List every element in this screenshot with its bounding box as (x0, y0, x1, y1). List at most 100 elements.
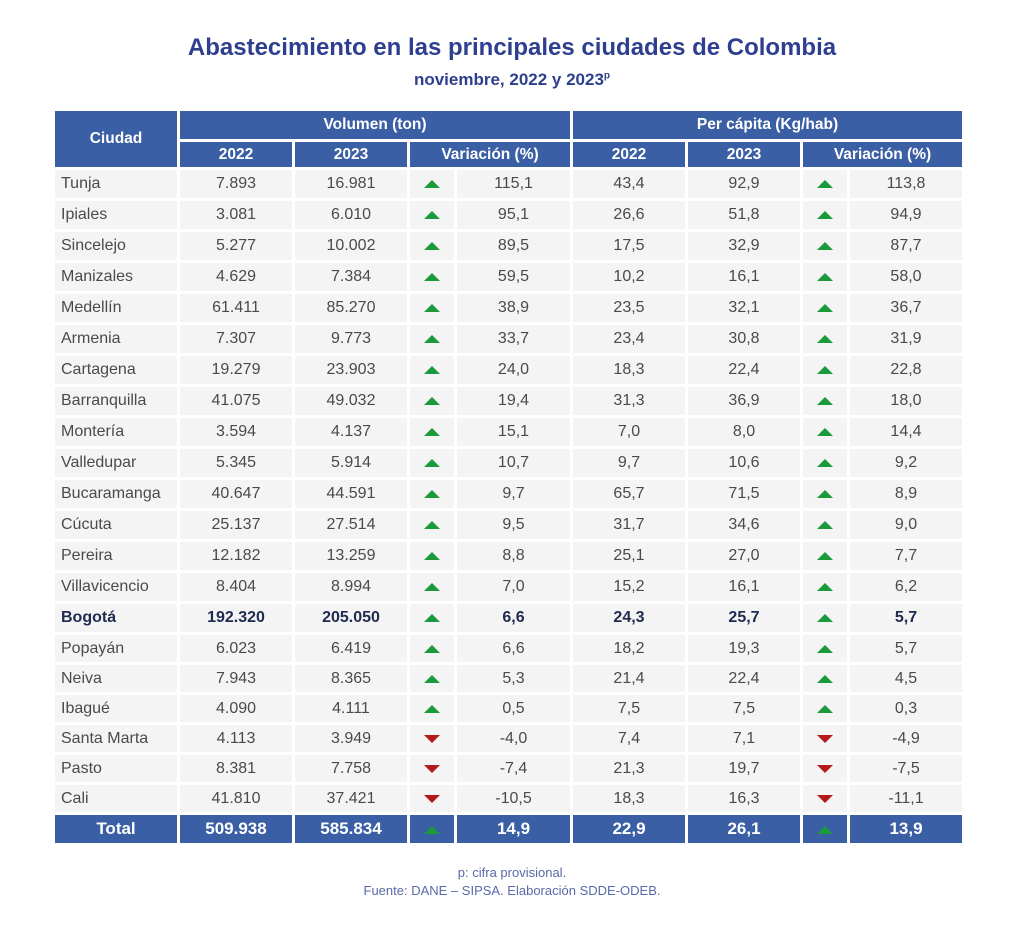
cell-vol-variation: 38,9 (457, 294, 570, 322)
cell-pc-2023: 19,7 (688, 755, 800, 782)
cell-pc-variation: -7,5 (850, 755, 962, 782)
triangle-up-icon (817, 704, 833, 713)
cell-pc-variation: 8,9 (850, 480, 962, 508)
cell-pc-2022: 9,7 (573, 449, 685, 477)
triangle-up-icon (424, 180, 440, 188)
cell-vol-variation: 59,5 (457, 263, 570, 291)
cell-vol-variation: 9,5 (457, 511, 570, 539)
cell-pc-2023: 26,1 (688, 815, 800, 843)
arrow-up-icon (410, 573, 454, 601)
arrow-up-icon (803, 263, 847, 291)
triangle-up-icon (817, 366, 833, 374)
triangle-up-icon (817, 335, 833, 343)
cell-pc-2023: 16,1 (688, 573, 800, 601)
cell-pc-2022: 25,1 (573, 542, 685, 570)
arrow-up-icon (410, 604, 454, 632)
table-row: Ibagué 4.090 4.111 0,5 7,5 7,5 0,3 (55, 695, 962, 722)
header-pc-2023: 2023 (688, 142, 800, 167)
cell-pc-2022: 31,7 (573, 511, 685, 539)
cell-city: Cartagena (55, 356, 177, 384)
supply-table: Ciudad Volumen (ton) Per cápita (Kg/hab)… (52, 108, 965, 846)
arrow-up-icon (803, 480, 847, 508)
table-row: Tunja 7.893 16.981 115,1 43,4 92,9 113,8 (55, 170, 962, 198)
cell-vol-2022: 12.182 (180, 542, 292, 570)
cell-vol-2022: 25.137 (180, 511, 292, 539)
cell-pc-variation: -4,9 (850, 725, 962, 752)
arrow-up-icon (410, 418, 454, 446)
triangle-up-icon (424, 674, 440, 683)
arrow-up-icon (803, 511, 847, 539)
triangle-up-icon (817, 397, 833, 405)
cell-pc-2023: 32,1 (688, 294, 800, 322)
table-row: Sincelejo 5.277 10.002 89,5 17,5 32,9 87,7 (55, 232, 962, 260)
cell-city: Cali (55, 785, 177, 812)
triangle-up-icon (817, 459, 833, 467)
cell-vol-2022: 192.320 (180, 604, 292, 632)
cell-city: Armenia (55, 325, 177, 353)
triangle-up-icon (424, 242, 440, 250)
cell-vol-variation: 5,3 (457, 665, 570, 692)
table-row: Medellín 61.411 85.270 38,9 23,5 32,1 36,7 (55, 294, 962, 322)
triangle-up-icon (817, 273, 833, 281)
cell-vol-variation: 89,5 (457, 232, 570, 260)
cell-pc-variation: 4,5 (850, 665, 962, 692)
cell-city: Ibagué (55, 695, 177, 722)
page-title: Abastecimiento en las principales ciudad… (187, 34, 837, 61)
cell-pc-2023: 30,8 (688, 325, 800, 353)
cell-pc-variation: 14,4 (850, 418, 962, 446)
triangle-up-icon (424, 490, 440, 498)
arrow-up-icon (803, 294, 847, 322)
header-vol-variation: Variación (%) (410, 142, 570, 167)
arrow-up-icon (803, 325, 847, 353)
arrow-up-icon (410, 325, 454, 353)
cell-city: Total (55, 815, 177, 843)
cell-pc-variation: 9,0 (850, 511, 962, 539)
triangle-up-icon (424, 304, 440, 312)
cell-pc-variation: 87,7 (850, 232, 962, 260)
cell-vol-2023: 205.050 (295, 604, 407, 632)
cell-pc-variation: -11,1 (850, 785, 962, 812)
cell-vol-variation: 8,8 (457, 542, 570, 570)
triangle-up-icon (424, 583, 440, 591)
cell-vol-variation: 6,6 (457, 635, 570, 662)
cell-pc-2023: 7,1 (688, 725, 800, 752)
triangle-up-icon (817, 490, 833, 498)
cell-vol-variation: 95,1 (457, 201, 570, 229)
triangle-up-icon (817, 242, 833, 250)
cell-pc-2022: 17,5 (573, 232, 685, 260)
arrow-up-icon (803, 573, 847, 601)
cell-pc-variation: 31,9 (850, 325, 962, 353)
triangle-up-icon (817, 552, 833, 560)
cell-vol-2022: 4.629 (180, 263, 292, 291)
cell-pc-2023: 8,0 (688, 418, 800, 446)
triangle-up-icon (424, 826, 440, 834)
cell-pc-2022: 43,4 (573, 170, 685, 198)
cell-vol-2023: 8.994 (295, 573, 407, 601)
arrow-down-icon (410, 755, 454, 782)
arrow-up-icon (803, 356, 847, 384)
cell-pc-2022: 21,4 (573, 665, 685, 692)
arrow-up-icon (410, 511, 454, 539)
cell-pc-variation: 5,7 (850, 635, 962, 662)
header-vol-2022: 2022 (180, 142, 292, 167)
cell-vol-2023: 6.419 (295, 635, 407, 662)
arrow-down-icon (410, 785, 454, 812)
cell-vol-2023: 85.270 (295, 294, 407, 322)
cell-pc-variation: 9,2 (850, 449, 962, 477)
cell-pc-variation: 7,7 (850, 542, 962, 570)
triangle-up-icon (424, 397, 440, 405)
cell-pc-2023: 34,6 (688, 511, 800, 539)
cell-pc-2022: 7,4 (573, 725, 685, 752)
cell-pc-2022: 18,2 (573, 635, 685, 662)
cell-pc-variation: 36,7 (850, 294, 962, 322)
cell-pc-2022: 7,5 (573, 695, 685, 722)
arrow-up-icon (803, 449, 847, 477)
cell-vol-2023: 6.010 (295, 201, 407, 229)
table-row: Santa Marta 4.113 3.949 -4,0 7,4 7,1 -4,9 (55, 725, 962, 752)
cell-vol-2023: 7.758 (295, 755, 407, 782)
source-note: Fuente: DANE – SIPSA. Elaboración SDDE-O… (363, 883, 661, 898)
cell-pc-2023: 16,3 (688, 785, 800, 812)
cell-pc-variation: 94,9 (850, 201, 962, 229)
cell-pc-2023: 7,5 (688, 695, 800, 722)
cell-pc-variation: 22,8 (850, 356, 962, 384)
